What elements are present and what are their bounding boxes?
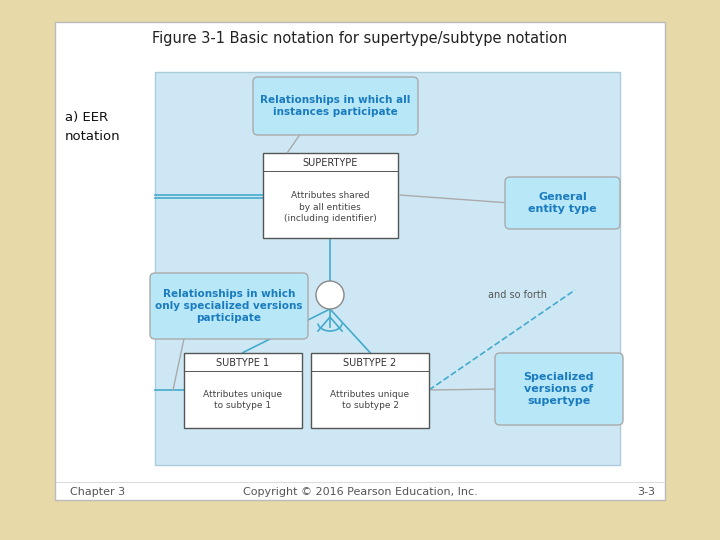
FancyBboxPatch shape bbox=[55, 22, 665, 500]
Text: Attributes unique
to subtype 2: Attributes unique to subtype 2 bbox=[330, 389, 410, 410]
Text: SUBTYPE 2: SUBTYPE 2 bbox=[343, 357, 397, 368]
FancyBboxPatch shape bbox=[155, 72, 620, 465]
Text: and so forth: and so forth bbox=[488, 290, 547, 300]
Text: Chapter 3: Chapter 3 bbox=[70, 487, 125, 497]
Text: General
entity type: General entity type bbox=[528, 192, 597, 214]
FancyBboxPatch shape bbox=[184, 353, 302, 428]
Text: Relationships in which all
instances participate: Relationships in which all instances par… bbox=[261, 95, 410, 117]
FancyBboxPatch shape bbox=[263, 152, 397, 238]
FancyBboxPatch shape bbox=[495, 353, 623, 425]
FancyBboxPatch shape bbox=[505, 177, 620, 229]
Text: SUBTYPE 1: SUBTYPE 1 bbox=[217, 357, 269, 368]
Text: Attributes shared
by all entities
(including identifier): Attributes shared by all entities (inclu… bbox=[284, 191, 377, 224]
Text: Relationships in which
only specialized versions
participate: Relationships in which only specialized … bbox=[156, 289, 302, 323]
Text: Figure 3-1 Basic notation for supertype/subtype notation: Figure 3-1 Basic notation for supertype/… bbox=[153, 30, 567, 45]
Text: Attributes unique
to subtype 1: Attributes unique to subtype 1 bbox=[204, 389, 282, 410]
Circle shape bbox=[316, 281, 344, 309]
Text: SUPERTYPE: SUPERTYPE bbox=[302, 158, 358, 167]
FancyBboxPatch shape bbox=[150, 273, 308, 339]
Text: 3-3: 3-3 bbox=[637, 487, 655, 497]
Text: Specialized
versions of
supertype: Specialized versions of supertype bbox=[523, 372, 594, 406]
Text: Copyright © 2016 Pearson Education, Inc.: Copyright © 2016 Pearson Education, Inc. bbox=[243, 487, 477, 497]
Text: a) EER
notation: a) EER notation bbox=[65, 111, 121, 143]
FancyBboxPatch shape bbox=[253, 77, 418, 135]
FancyBboxPatch shape bbox=[311, 353, 429, 428]
